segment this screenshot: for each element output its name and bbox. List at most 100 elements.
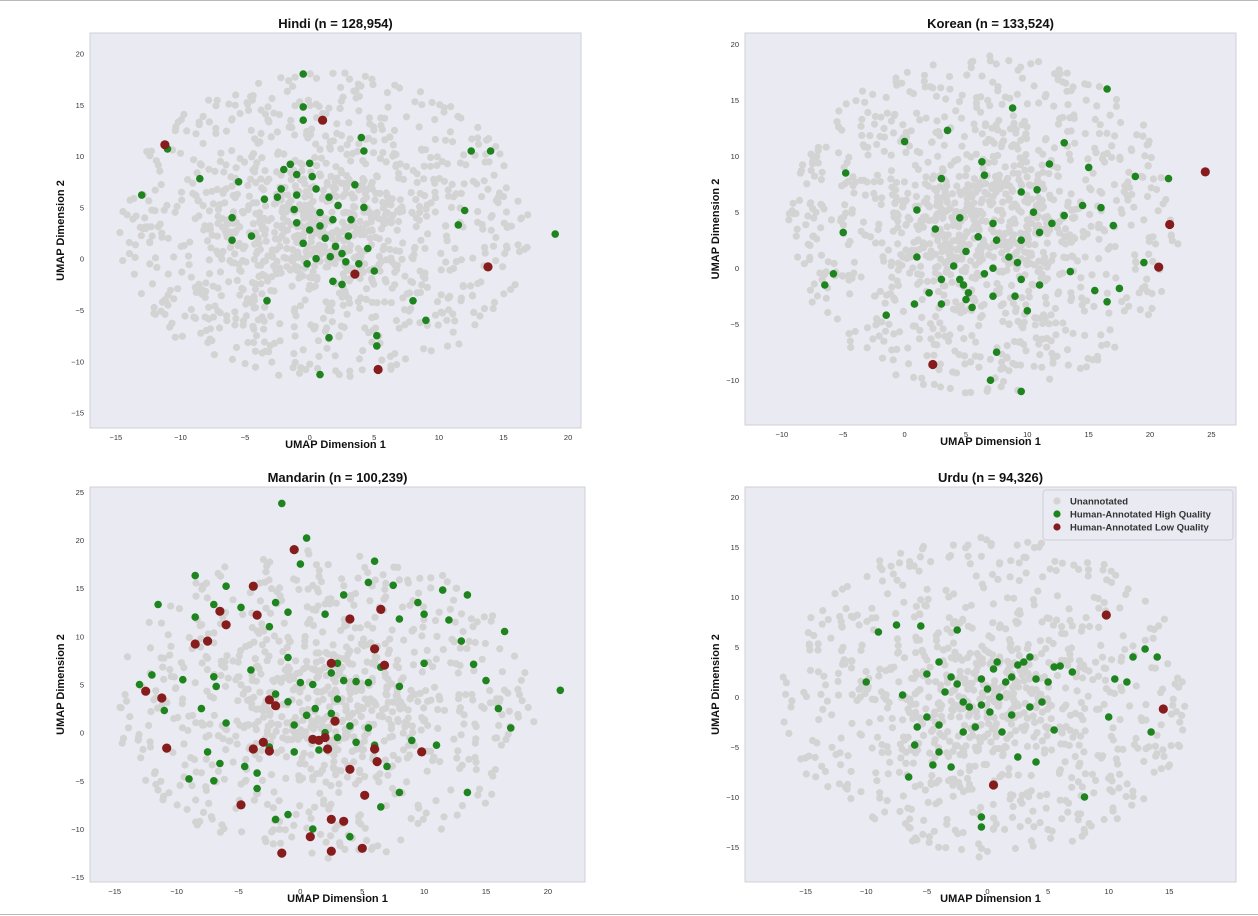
unannotated-point [203,237,212,245]
unannotated-point [801,754,810,762]
unannotated-point [1047,834,1055,842]
unannotated-point [978,642,986,650]
unannotated-point [521,669,529,677]
unannotated-point [371,576,379,584]
unannotated-point [1112,95,1121,104]
unannotated-point [986,102,994,110]
unannotated-point [947,271,955,279]
unannotated-point [192,579,200,587]
unannotated-point [364,621,372,629]
unannotated-point [1027,837,1035,845]
unannotated-point [899,307,908,315]
unannotated-point [1141,597,1149,605]
unannotated-point [360,177,368,185]
unannotated-point [1078,674,1087,682]
unannotated-point [922,213,930,221]
unannotated-point [357,224,365,232]
unannotated-point [405,289,414,297]
unannotated-point [892,77,900,86]
unannotated-point [395,217,403,226]
unannotated-point [504,689,512,697]
x-tick-label: −5 [923,887,932,896]
unannotated-point [1016,823,1024,831]
unannotated-point [404,579,412,587]
unannotated-point [1098,653,1107,661]
unannotated-point [339,716,347,724]
unannotated-point [818,762,826,770]
unannotated-point [956,667,964,676]
unannotated-point [184,176,192,184]
unannotated-point [1023,239,1031,247]
high-quality-point [977,823,986,831]
unannotated-point [1078,294,1086,302]
unannotated-point [1066,156,1074,164]
unannotated-point [1112,274,1120,282]
unannotated-point [949,620,958,628]
high-quality-point [494,704,503,713]
low-quality-point [157,693,167,703]
unannotated-point [972,659,980,667]
unannotated-point [1045,636,1053,644]
unannotated-point [920,198,928,206]
unannotated-point [881,327,890,335]
unannotated-point [1022,347,1030,355]
unannotated-point [997,241,1005,249]
unannotated-point [983,714,992,722]
unannotated-point [928,772,936,780]
unannotated-point [301,193,309,201]
unannotated-point [205,303,213,311]
unannotated-point [1095,255,1103,263]
unannotated-point [261,303,269,311]
high-quality-point [409,297,417,305]
unannotated-point [178,268,186,276]
unannotated-point [907,127,915,135]
unannotated-point [210,711,218,720]
unannotated-point [358,184,367,192]
unannotated-point [844,752,852,760]
low-quality-point [289,545,299,555]
unannotated-point [476,312,484,320]
unannotated-point [869,335,877,343]
unannotated-point [817,690,825,699]
unannotated-point [249,150,258,158]
unannotated-point [1008,661,1017,669]
unannotated-point [280,619,288,627]
unannotated-point [1024,538,1032,546]
y-tick-label: 15 [76,101,84,110]
unannotated-point [165,789,173,797]
unannotated-point [838,623,846,631]
unannotated-point [252,332,261,340]
unannotated-point [1041,746,1049,754]
y-tick-label: 15 [76,584,84,593]
unannotated-point [377,121,385,130]
unannotated-point [160,206,168,214]
unannotated-point [1125,168,1133,176]
unannotated-point [1103,129,1111,137]
unannotated-point [873,140,881,148]
high-quality-point [185,775,193,783]
unannotated-point [1052,567,1060,575]
unannotated-point [346,647,354,655]
unannotated-point [899,253,907,261]
unannotated-point [258,290,266,298]
high-quality-point [974,233,982,241]
unannotated-point [206,270,214,278]
high-quality-point [303,260,311,268]
low-quality-point [417,747,427,757]
low-quality-point [141,686,151,696]
unannotated-point [998,139,1006,147]
unannotated-point [1112,102,1120,110]
unannotated-point [355,140,363,148]
unannotated-point [1043,239,1051,247]
unannotated-point [1022,151,1030,159]
unannotated-point [1010,689,1018,698]
low-quality-point [264,746,274,756]
unannotated-point [810,631,818,640]
high-quality-point [882,311,890,320]
unannotated-point [1140,757,1148,766]
unannotated-point [219,215,227,223]
unannotated-point [332,599,340,607]
unannotated-point [171,333,179,341]
unannotated-point [481,799,489,807]
unannotated-point [1062,684,1070,692]
